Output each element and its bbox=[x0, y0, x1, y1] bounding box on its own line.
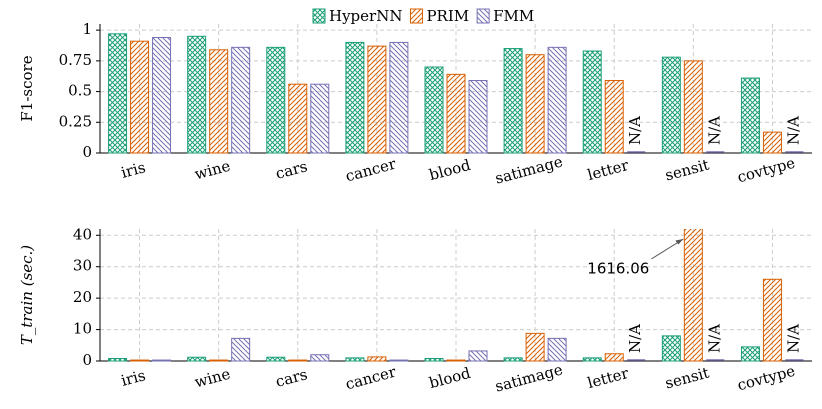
bar bbox=[446, 359, 466, 362]
bar bbox=[468, 80, 488, 154]
bar bbox=[468, 350, 488, 362]
bar bbox=[604, 80, 624, 154]
bar bbox=[231, 46, 251, 154]
bar bbox=[661, 56, 681, 154]
bar bbox=[152, 37, 172, 154]
bar bbox=[582, 357, 602, 362]
x-tick-label: wine bbox=[193, 157, 233, 184]
bar bbox=[266, 356, 286, 362]
bar bbox=[547, 337, 567, 362]
x-tick-label: blood bbox=[427, 156, 473, 184]
legend-swatch bbox=[409, 8, 423, 24]
bar bbox=[683, 60, 703, 154]
y-tick-label: 0.25 bbox=[59, 112, 92, 130]
bar bbox=[152, 359, 172, 362]
x-tick-label: covtype bbox=[735, 362, 797, 395]
x-tick-label: satimage bbox=[493, 152, 565, 187]
y-tick-label: 0.5 bbox=[68, 82, 92, 100]
x-tick-label: cars bbox=[274, 365, 310, 391]
x-tick-label: blood bbox=[427, 364, 473, 392]
y-tick-label: 30 bbox=[73, 257, 92, 275]
y-tick-label: 0 bbox=[82, 351, 92, 369]
bar bbox=[367, 356, 387, 362]
x-tick-label: iris bbox=[119, 158, 147, 182]
bar bbox=[288, 359, 308, 362]
bar bbox=[740, 77, 760, 154]
annotation-arrowhead bbox=[675, 239, 684, 245]
na-label: N/A bbox=[705, 116, 723, 145]
y-tick-label: 1 bbox=[82, 20, 92, 38]
x-tick-label: iris bbox=[119, 366, 147, 390]
bar bbox=[310, 83, 330, 154]
y-axis-label: T_train (sec.) bbox=[18, 245, 36, 345]
y-axis-label: F1-score bbox=[18, 55, 36, 121]
na-label: N/A bbox=[784, 324, 802, 353]
legend-label: PRIM bbox=[426, 7, 469, 25]
legend-label: HyperNN bbox=[329, 7, 402, 25]
value-label: 1616.06 bbox=[587, 260, 649, 278]
x-tick-label: sensit bbox=[663, 156, 711, 185]
x-tick-label: wine bbox=[193, 365, 233, 392]
x-tick-label: covtype bbox=[735, 154, 797, 187]
bar bbox=[130, 40, 150, 154]
bar bbox=[345, 357, 365, 362]
bar bbox=[266, 46, 286, 154]
legend-swatch bbox=[476, 8, 490, 24]
y-tick-label: 0.75 bbox=[59, 51, 92, 69]
bar bbox=[187, 356, 207, 362]
x-tick-label: cancer bbox=[343, 154, 398, 185]
bar bbox=[762, 131, 782, 154]
bar bbox=[661, 335, 681, 362]
bar bbox=[209, 49, 229, 154]
x-tick-label: sensit bbox=[663, 364, 711, 393]
bar bbox=[525, 54, 545, 154]
bar bbox=[345, 41, 365, 154]
bar bbox=[288, 83, 308, 154]
legend-label: FMM bbox=[493, 7, 534, 25]
bars bbox=[108, 33, 782, 154]
bars bbox=[108, 229, 782, 362]
bar bbox=[424, 66, 444, 154]
na-label: N/A bbox=[784, 116, 802, 145]
bar bbox=[503, 357, 523, 362]
bar bbox=[108, 33, 128, 154]
bar bbox=[582, 50, 602, 154]
bar bbox=[604, 353, 624, 362]
bar bbox=[367, 45, 387, 154]
y-tick-label: 20 bbox=[73, 288, 92, 306]
x-tick-label: letter bbox=[585, 364, 631, 392]
y-tick-label: 0 bbox=[82, 143, 92, 161]
bar bbox=[762, 278, 782, 362]
y-tick-label: 40 bbox=[73, 225, 92, 243]
x-tick-label: satimage bbox=[493, 360, 565, 395]
bar bbox=[389, 359, 409, 362]
bar bbox=[424, 357, 444, 362]
bar bbox=[209, 359, 229, 362]
bar bbox=[547, 46, 567, 154]
bar bbox=[525, 332, 545, 362]
bar bbox=[683, 229, 703, 362]
bar bbox=[503, 48, 523, 154]
na-label: N/A bbox=[626, 116, 644, 145]
bar bbox=[231, 337, 251, 362]
bar bbox=[446, 73, 466, 154]
x-tick-label: letter bbox=[585, 156, 631, 184]
legend-swatch bbox=[312, 8, 326, 24]
bar bbox=[187, 35, 207, 154]
na-label: N/A bbox=[705, 324, 723, 353]
bar bbox=[740, 346, 760, 362]
bar bbox=[389, 41, 409, 154]
x-tick-label: cars bbox=[274, 157, 310, 183]
bar bbox=[108, 357, 128, 362]
x-tick-label: cancer bbox=[343, 362, 398, 393]
bar bbox=[310, 354, 330, 362]
na-label: N/A bbox=[626, 324, 644, 353]
y-tick-label: 10 bbox=[73, 320, 92, 338]
bar bbox=[130, 359, 150, 362]
